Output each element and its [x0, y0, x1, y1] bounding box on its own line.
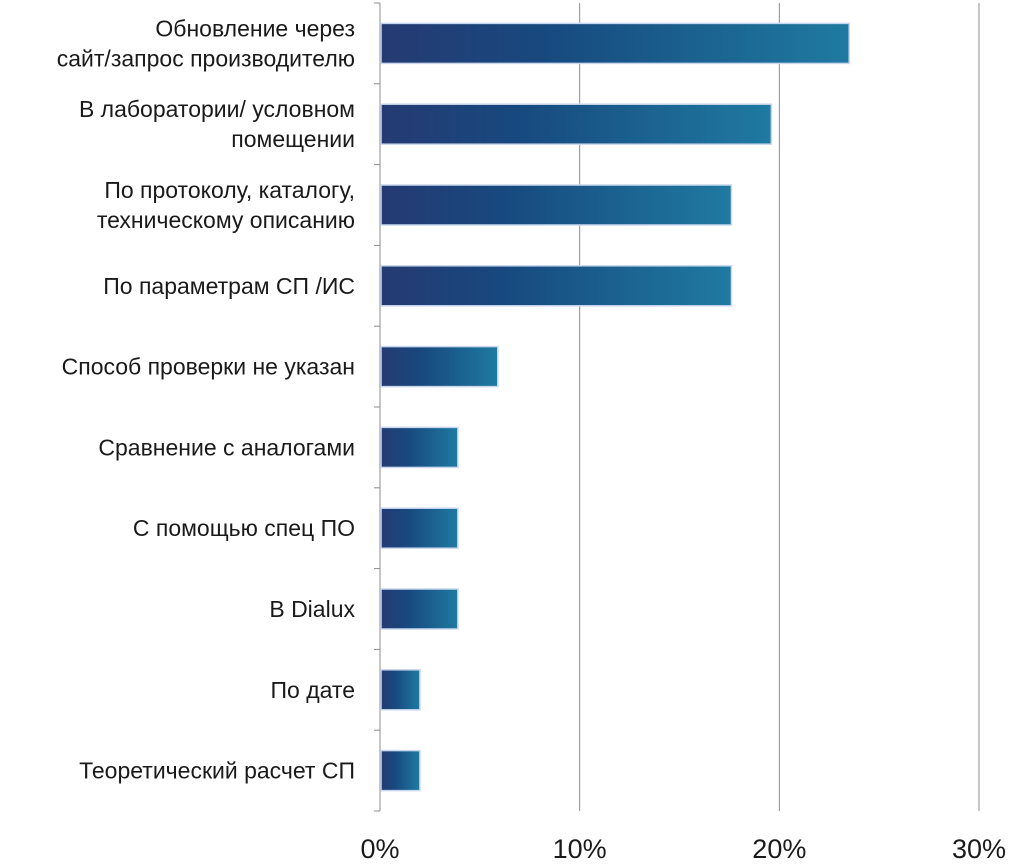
category-label: По протоколу, каталогу, техническому опис…: [97, 177, 355, 233]
category-label-line: помещении: [231, 126, 355, 152]
category-label-line: Теоретический расчет СП: [79, 758, 355, 784]
category-label: Обновление через сайт/запрос производител…: [57, 15, 355, 71]
category-label-line: С помощью спец ПО: [133, 515, 355, 541]
bar-4: [380, 345, 499, 388]
category-axis: [374, 2, 381, 812]
category-label-line: По параметрам СП /ИС: [103, 273, 355, 299]
category-label: В лаборатории/ условном помещении: [79, 96, 355, 152]
bar-0: [380, 22, 850, 65]
category-label: С помощью спец ПО: [133, 515, 355, 541]
category-label: По дате: [271, 677, 356, 703]
category-label-line: Способ проверки не указан: [62, 354, 355, 380]
bar-1: [380, 103, 773, 145]
bar-8: [380, 669, 421, 711]
category-label: В Dialux: [269, 596, 355, 622]
bar-3: [380, 265, 733, 307]
category-label: Теоретический расчет СП: [79, 758, 355, 784]
category-label-line: По протоколу, каталогу,: [104, 177, 355, 203]
category-label-line: техническому описанию: [97, 207, 355, 233]
category-label: Сравнение с аналогами: [98, 434, 355, 460]
category-label-line: В Dialux: [269, 596, 355, 622]
tick-label: 0%: [360, 834, 399, 864]
bar-2: [380, 184, 733, 226]
bar-5: [380, 426, 459, 469]
tick-label: 20%: [752, 834, 806, 864]
category-label: Способ проверки не указан: [62, 354, 355, 380]
tick-label: 10%: [553, 834, 607, 864]
category-label-line: Обновление через: [155, 15, 355, 41]
value-axis-tick-labels: 0% 10% 20% 30%: [360, 834, 1006, 864]
category-label-line: По дате: [271, 677, 356, 703]
bar-9: [380, 749, 421, 792]
category-label-line: Сравнение с аналогами: [98, 434, 355, 460]
tick-label: 30%: [952, 834, 1006, 864]
category-label: По параметрам СП /ИС: [103, 273, 355, 299]
bar-7: [380, 588, 459, 630]
category-label-line: В лаборатории/ условном: [79, 96, 355, 122]
category-labels: Обновление через сайт/запрос производител…: [57, 15, 356, 783]
bars: [380, 22, 850, 792]
bar-6: [380, 507, 459, 549]
category-label-line: сайт/запрос производителю: [57, 45, 355, 71]
